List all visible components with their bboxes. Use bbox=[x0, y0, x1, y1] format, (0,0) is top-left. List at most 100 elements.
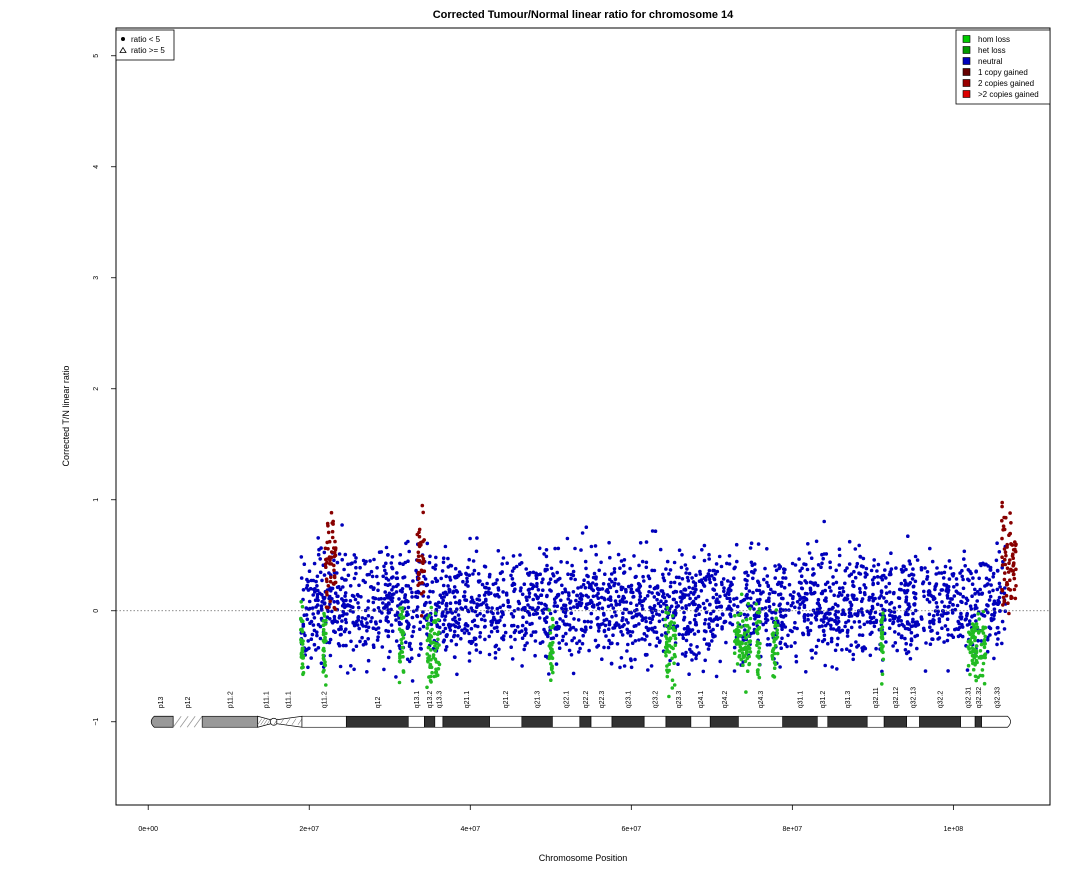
data-point bbox=[343, 594, 347, 598]
data-point bbox=[439, 576, 444, 581]
data-point bbox=[767, 592, 772, 596]
data-point bbox=[390, 566, 395, 571]
data-point bbox=[329, 510, 334, 515]
data-point bbox=[779, 646, 783, 650]
data-point bbox=[955, 582, 959, 587]
data-point bbox=[720, 582, 724, 587]
data-point bbox=[640, 603, 644, 608]
data-point bbox=[316, 552, 321, 557]
band-q32-31 bbox=[960, 715, 976, 728]
data-point bbox=[633, 657, 637, 662]
data-point bbox=[748, 606, 752, 611]
data-point bbox=[394, 576, 399, 581]
data-point bbox=[556, 546, 561, 551]
data-point bbox=[527, 591, 532, 595]
data-point bbox=[756, 650, 761, 655]
data-point bbox=[434, 555, 438, 560]
data-point bbox=[309, 656, 314, 660]
data-point bbox=[545, 563, 549, 568]
data-point bbox=[530, 606, 535, 610]
data-point bbox=[398, 553, 403, 557]
data-point bbox=[511, 614, 516, 619]
data-point bbox=[329, 575, 333, 580]
data-point bbox=[980, 673, 985, 678]
data-point bbox=[510, 577, 515, 581]
band-label-q32-12: q32.12 bbox=[893, 687, 900, 709]
data-point bbox=[710, 574, 714, 578]
data-point bbox=[854, 565, 859, 569]
data-point bbox=[416, 570, 421, 575]
data-point bbox=[759, 591, 763, 596]
data-point bbox=[386, 578, 391, 582]
data-point bbox=[825, 580, 830, 585]
data-point bbox=[814, 651, 818, 655]
data-point bbox=[385, 595, 390, 600]
data-point bbox=[981, 627, 986, 631]
data-point bbox=[543, 568, 548, 573]
data-point bbox=[672, 683, 677, 687]
data-point bbox=[1014, 584, 1018, 588]
data-point bbox=[592, 571, 597, 576]
data-point bbox=[619, 629, 623, 634]
data-point bbox=[613, 599, 618, 603]
band-q32-11 bbox=[866, 715, 885, 728]
data-point bbox=[696, 594, 701, 599]
data-point bbox=[539, 601, 544, 606]
data-point bbox=[624, 618, 629, 622]
data-point bbox=[360, 635, 364, 640]
data-point bbox=[680, 577, 685, 581]
band-q13-1 bbox=[407, 715, 425, 728]
data-point bbox=[948, 600, 952, 605]
data-point bbox=[321, 648, 326, 652]
data-point bbox=[936, 637, 940, 641]
data-point bbox=[619, 585, 624, 589]
data-point bbox=[794, 659, 799, 664]
data-point bbox=[687, 585, 691, 590]
data-point bbox=[751, 576, 755, 581]
data-point bbox=[547, 608, 552, 612]
data-point bbox=[368, 585, 373, 589]
data-point bbox=[1000, 641, 1004, 646]
data-point bbox=[714, 582, 718, 587]
data-point bbox=[552, 597, 557, 601]
data-point bbox=[939, 588, 944, 592]
data-point bbox=[742, 597, 747, 602]
data-point bbox=[809, 648, 813, 653]
data-point bbox=[969, 607, 974, 611]
data-point bbox=[695, 645, 699, 649]
data-point bbox=[304, 648, 308, 653]
data-point bbox=[442, 638, 447, 642]
data-point bbox=[1002, 547, 1007, 551]
data-point bbox=[608, 555, 612, 560]
data-point bbox=[884, 591, 889, 595]
data-point bbox=[833, 602, 838, 606]
data-point bbox=[448, 601, 453, 605]
data-point bbox=[770, 653, 774, 658]
data-point bbox=[485, 605, 489, 610]
data-point bbox=[606, 590, 610, 594]
band-q23-3 bbox=[665, 715, 692, 728]
data-point bbox=[783, 625, 788, 629]
data-point bbox=[978, 562, 982, 566]
data-point bbox=[897, 604, 902, 609]
data-point bbox=[325, 579, 329, 584]
shape-legend: ratio < 5 ratio >= 5 bbox=[115, 29, 175, 61]
data-point bbox=[1001, 603, 1005, 607]
data-point bbox=[428, 600, 432, 605]
data-point bbox=[501, 590, 505, 594]
data-point bbox=[907, 559, 912, 563]
data-point bbox=[915, 646, 919, 651]
data-point bbox=[749, 560, 754, 565]
band-label-q21-1: q21.1 bbox=[464, 691, 471, 709]
data-point bbox=[326, 547, 330, 551]
data-point bbox=[478, 631, 483, 635]
data-point bbox=[321, 631, 326, 635]
data-point bbox=[912, 591, 916, 595]
data-point bbox=[544, 603, 548, 608]
data-point bbox=[806, 617, 810, 622]
data-point bbox=[324, 590, 329, 594]
data-point bbox=[811, 608, 816, 613]
data-point bbox=[998, 609, 1002, 613]
data-point bbox=[665, 636, 669, 641]
